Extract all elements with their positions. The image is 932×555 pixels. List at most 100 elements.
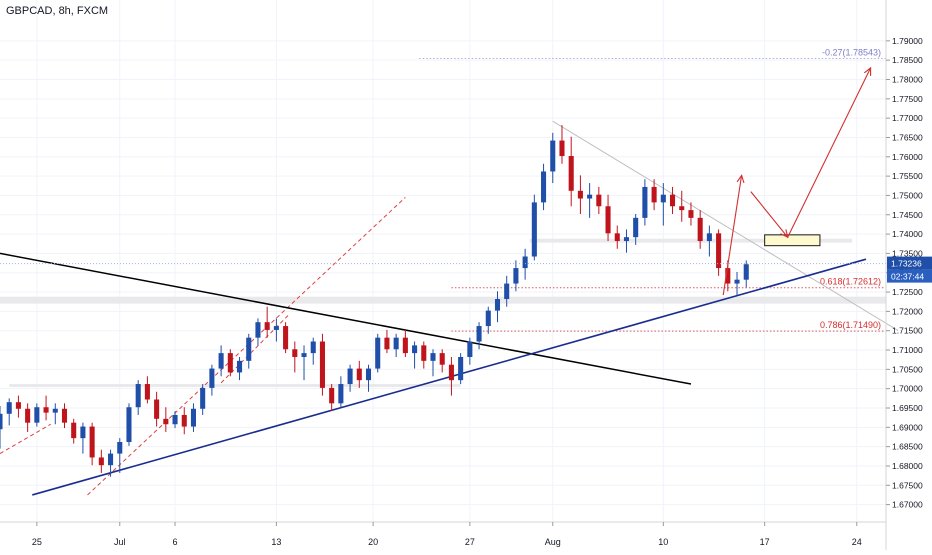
y-tick-label: 1.72000 — [892, 306, 923, 316]
candle — [126, 403, 132, 446]
candle-body — [6, 402, 12, 414]
candle — [743, 260, 749, 288]
x-tick-label: 6 — [173, 537, 178, 547]
candle-body — [200, 387, 206, 409]
candle-body — [550, 140, 556, 172]
fib-level-label: 0.618(1.72612) — [820, 277, 881, 287]
candle-body — [89, 426, 95, 458]
candle-body — [660, 194, 666, 203]
y-tick-label: 1.78500 — [892, 55, 923, 65]
target-box — [764, 234, 821, 247]
candle-body — [402, 337, 408, 354]
zone — [529, 238, 853, 243]
candle-body — [135, 384, 141, 408]
candle — [227, 349, 233, 377]
projection-arrowhead — [863, 66, 872, 76]
candle — [522, 248, 528, 280]
candle-body — [559, 140, 565, 157]
candle-body — [15, 402, 21, 409]
zone — [0, 296, 886, 304]
x-tick-label: 20 — [368, 537, 378, 547]
candle — [513, 260, 519, 292]
grid — [0, 0, 886, 522]
candle — [504, 275, 510, 307]
candle — [430, 349, 436, 377]
candle-body — [485, 310, 491, 327]
y-tick-label: 1.69000 — [892, 422, 923, 432]
projection-arrowhead — [780, 229, 789, 239]
candle — [329, 384, 335, 412]
x-tick-label: 24 — [852, 537, 862, 547]
candle-body — [513, 268, 519, 284]
candle-body — [688, 210, 694, 218]
candle-body — [61, 408, 68, 423]
x-tick-label: Aug — [545, 537, 561, 547]
candle — [89, 422, 95, 466]
candle — [439, 349, 445, 373]
candle-body — [596, 194, 602, 207]
candle — [218, 345, 224, 377]
candle-body — [706, 233, 712, 242]
candle-body — [458, 356, 464, 381]
candle — [6, 398, 12, 426]
candle-body — [504, 283, 510, 300]
candle — [642, 179, 648, 226]
candle — [117, 438, 123, 473]
candle — [144, 376, 150, 404]
candle — [154, 391, 160, 427]
candle — [255, 318, 261, 346]
y-tick-label: 1.77500 — [892, 94, 923, 104]
candle-body — [301, 353, 307, 357]
candle — [190, 403, 197, 432]
candle-body — [310, 341, 316, 354]
candle-body — [273, 326, 279, 330]
y-tick-label: 1.70000 — [892, 384, 923, 394]
candle — [34, 403, 40, 427]
candle-body — [43, 407, 49, 413]
candle-body — [365, 368, 372, 381]
candle — [467, 337, 473, 365]
candle-body — [25, 408, 31, 423]
candle — [421, 341, 427, 369]
candle-body — [34, 407, 40, 423]
candle-body — [227, 353, 233, 373]
current-price-label: 1.73236 — [891, 259, 922, 269]
candle-body — [144, 384, 150, 400]
x-tick-label: 13 — [271, 537, 281, 547]
countdown-label: 02:37:44 — [891, 272, 924, 282]
candle — [550, 132, 556, 184]
candle-body — [283, 326, 289, 350]
candle-body — [568, 156, 574, 191]
candle-body — [126, 407, 132, 443]
candle — [80, 422, 86, 454]
candle-body — [246, 337, 252, 361]
candle-body — [716, 233, 722, 269]
candle — [246, 333, 252, 369]
candle-body — [669, 194, 676, 207]
candle — [283, 322, 289, 354]
zone — [9, 384, 461, 388]
x-tick-label: 10 — [658, 537, 668, 547]
candle — [338, 376, 344, 408]
candle — [559, 125, 565, 164]
candle — [356, 360, 362, 388]
candle — [605, 194, 611, 242]
candle — [236, 356, 243, 381]
candle — [310, 337, 316, 365]
candle — [669, 186, 676, 214]
candle-body — [605, 206, 611, 234]
candle-body — [52, 408, 58, 413]
candle-body — [329, 387, 335, 404]
candle — [697, 210, 703, 249]
candle — [135, 380, 141, 415]
candle — [412, 341, 418, 369]
candle-body — [697, 217, 703, 242]
candle-body — [725, 268, 731, 284]
fib-level-label: 0.786(1.71490) — [820, 320, 881, 330]
y-tick-label: 1.68000 — [892, 461, 923, 471]
x-tick-label: 17 — [760, 537, 770, 547]
descending-trendline — [552, 120, 899, 332]
candle-body — [163, 418, 169, 425]
candle-body — [190, 408, 197, 427]
y-tick-label: 1.76000 — [892, 152, 923, 162]
